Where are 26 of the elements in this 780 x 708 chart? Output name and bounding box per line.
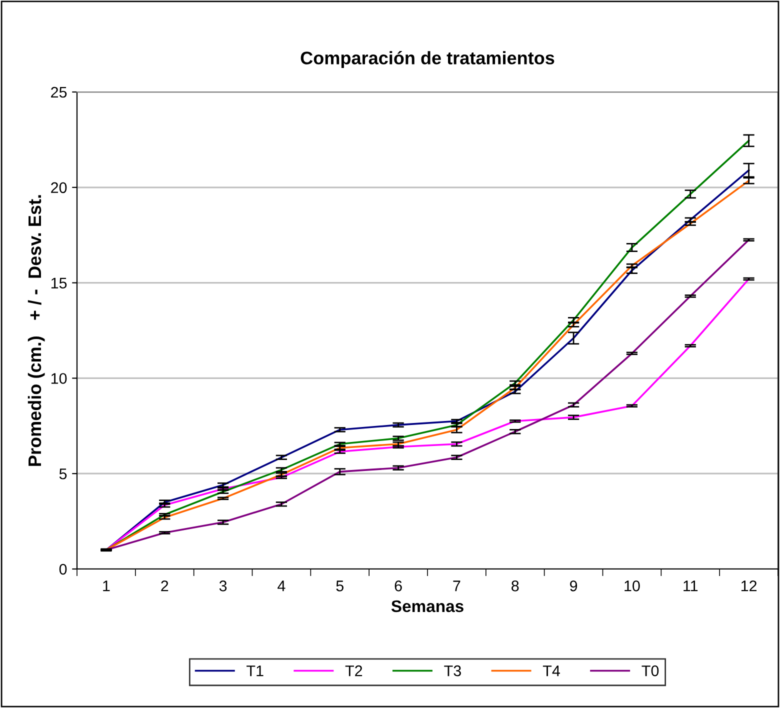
x-tick-label: 9 bbox=[570, 580, 578, 592]
x-tick-label: 4 bbox=[278, 580, 286, 592]
legend-label: T4 bbox=[542, 666, 560, 676]
x-tick-label: 8 bbox=[512, 580, 519, 592]
y-tick-label: 15 bbox=[51, 278, 67, 288]
x-tick-label: 2 bbox=[161, 580, 168, 592]
legend-label: T0 bbox=[642, 665, 659, 676]
legend-label: T3 bbox=[444, 665, 461, 676]
y-tick-label: 0 bbox=[59, 564, 67, 575]
x-tick-label: 12 bbox=[741, 580, 757, 592]
x-tick-label: 5 bbox=[336, 580, 344, 592]
x-tick-label: 11 bbox=[684, 580, 698, 592]
y-tick-label: 25 bbox=[51, 86, 67, 98]
x-tick-label: 7 bbox=[453, 580, 460, 592]
x-tick-label: 1 bbox=[103, 580, 110, 592]
x-axis-title: Semanas bbox=[391, 600, 464, 612]
x-tick-label: 10 bbox=[624, 580, 640, 592]
y-axis-title: Promedio (cm.) + / - Desv. Est. bbox=[28, 195, 45, 466]
y-tick-label: 5 bbox=[59, 468, 67, 480]
x-tick-label: 6 bbox=[394, 580, 402, 592]
y-tick-label: 20 bbox=[51, 182, 67, 194]
legend-label: T2 bbox=[345, 665, 362, 676]
y-tick-label: 10 bbox=[51, 373, 67, 384]
legend-label: T1 bbox=[246, 666, 264, 676]
x-tick-label: 3 bbox=[219, 580, 227, 592]
chart-title: Comparación de tratamientos bbox=[300, 50, 554, 68]
